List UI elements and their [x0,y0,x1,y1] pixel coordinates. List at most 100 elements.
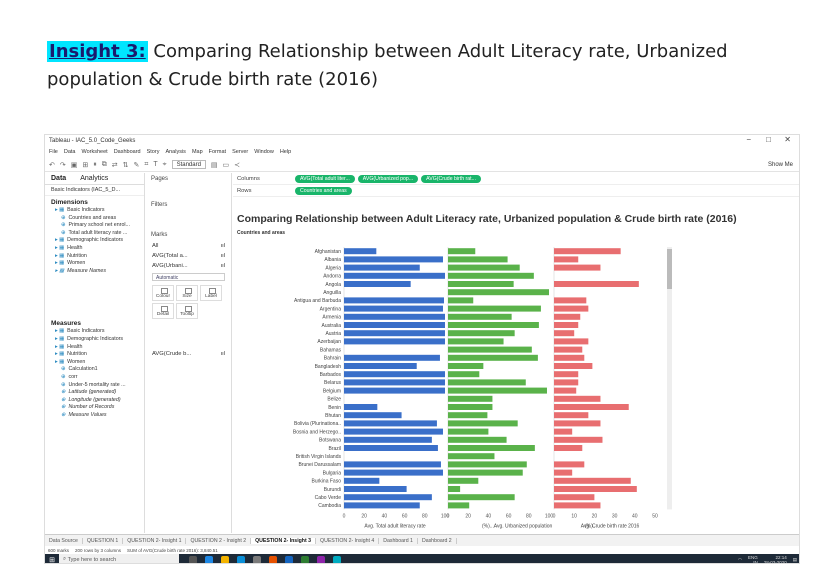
tab-data[interactable]: Data [51,175,67,182]
bar[interactable] [554,436,603,443]
dimensions-item[interactable]: ▸ ▦ Demographic Indicators [45,237,144,245]
bar[interactable] [344,313,445,320]
tableau-icon[interactable] [333,555,341,563]
bar[interactable] [448,248,476,255]
measures-item[interactable]: ⊕ Measure Values [45,412,144,420]
bar[interactable] [344,305,443,312]
undo-icon[interactable]: ↶ [49,161,55,169]
highlight-icon[interactable]: ✎ [133,161,140,169]
bar[interactable] [554,469,573,476]
bar[interactable] [448,297,474,304]
bar[interactable] [554,330,575,337]
language-indicator[interactable]: ENG IN [748,555,758,564]
bar[interactable] [448,477,479,484]
powerpoint-icon[interactable] [269,555,277,563]
show-me-button[interactable]: Show Me [767,161,793,168]
maximize-icon[interactable]: □ [766,135,771,144]
fit-select[interactable]: Standard [171,160,206,169]
bar[interactable] [448,330,515,337]
dimensions-item[interactable]: ▸ ▦ Nutrition [45,253,144,261]
bar[interactable] [344,436,432,443]
close-icon[interactable]: ✕ [784,135,791,144]
label-icon[interactable]: T [153,161,158,168]
sheet-tab[interactable]: QUESTION 2- Insight 1 [123,537,187,544]
bar[interactable] [344,404,378,410]
chrome-icon[interactable] [221,555,229,563]
menu-item-dashboard[interactable]: Dashboard [113,149,141,155]
measures-item[interactable]: ▸ ▦ Nutrition [45,351,144,359]
bar[interactable] [344,420,437,427]
bar[interactable] [554,477,631,484]
bar[interactable] [344,477,380,484]
row-pill[interactable]: Countries and areas [295,186,352,195]
bar[interactable] [554,445,583,451]
bar[interactable] [448,453,495,460]
menu-item-data[interactable]: Data [63,149,76,155]
pages-card[interactable]: Pages [151,176,169,182]
bar[interactable] [344,469,443,476]
bar[interactable] [554,322,579,328]
minimize-icon[interactable]: − [746,135,751,144]
bar[interactable] [448,486,461,492]
measures-item[interactable]: ▸ ▦ Basic Indicators [45,328,144,336]
edge-icon[interactable] [205,555,213,563]
bar[interactable] [554,297,587,304]
column-pill[interactable]: AVG(Crude birth rat... [421,174,481,183]
bar[interactable] [554,371,579,378]
bar[interactable] [448,338,504,345]
bar[interactable] [554,354,585,361]
bar[interactable] [344,297,444,304]
menu-item-map[interactable]: Map [191,149,203,155]
store-icon[interactable] [253,555,261,563]
mark-row-2[interactable]: AVG(Urbani... ııl [146,261,231,271]
bar[interactable] [554,461,585,468]
sheet-tab[interactable]: Data Source [45,537,83,544]
menu-item-worksheet[interactable]: Worksheet [81,149,108,155]
mail-icon[interactable] [237,555,245,563]
bar[interactable] [448,371,480,378]
bar[interactable] [448,494,515,501]
bar[interactable] [448,469,523,476]
bar[interactable] [554,412,589,419]
measures-item[interactable]: ⊕ Number of Records [45,404,144,412]
bar[interactable] [448,363,484,369]
bar[interactable] [448,256,508,263]
bar[interactable] [554,281,639,287]
bar[interactable] [344,338,445,345]
columns-shelf[interactable]: Columns AVG(Total adult liter... AVG(Urba… [233,173,799,185]
measures-item[interactable]: ▸ ▦ Demographic Indicators [45,336,144,344]
bar[interactable] [448,404,493,410]
sheet-tab[interactable]: QUESTION 1 [83,537,124,544]
sheet-tab[interactable]: QUESTION 2- Insight 4 [316,537,380,544]
bar[interactable] [448,387,547,394]
measures-item[interactable]: ⊕ Latitude (generated) [45,389,144,397]
bar[interactable] [554,428,573,435]
bar[interactable] [344,371,445,378]
bar[interactable] [554,494,595,501]
bar[interactable] [554,420,601,427]
tab-analytics[interactable]: Analytics [80,175,109,182]
bar[interactable] [344,502,420,509]
bar[interactable] [554,346,583,353]
menu-item-file[interactable]: File [49,149,58,155]
new-sheet-icon[interactable]: ⧉ [101,160,107,168]
bar[interactable] [554,248,621,255]
group-icon[interactable]: ⌗ [144,160,149,168]
measures-item[interactable]: ⊕ Calculation1 [45,366,144,374]
bar[interactable] [448,436,507,443]
dimensions-item[interactable]: ⊕ Countries and areas [45,215,144,223]
bar[interactable] [448,346,532,353]
bar[interactable] [554,305,589,312]
mark-row-0[interactable]: All ııl [146,241,231,251]
wifi-icon[interactable]: ◠ [738,556,742,562]
pin-icon[interactable]: ⌖ [162,160,167,168]
menu-item-window[interactable]: Window [254,149,274,155]
mark-row-1[interactable]: AVG(Total a... ııl [146,251,231,261]
bar[interactable] [554,264,601,271]
dimensions-item[interactable]: ▸ ▦ Measure Names [45,268,144,276]
bar[interactable] [344,330,445,337]
bar[interactable] [344,272,445,279]
bar[interactable] [554,404,629,410]
measures-item[interactable]: ▸ ▦ Health [45,344,144,352]
bar[interactable] [448,412,488,419]
